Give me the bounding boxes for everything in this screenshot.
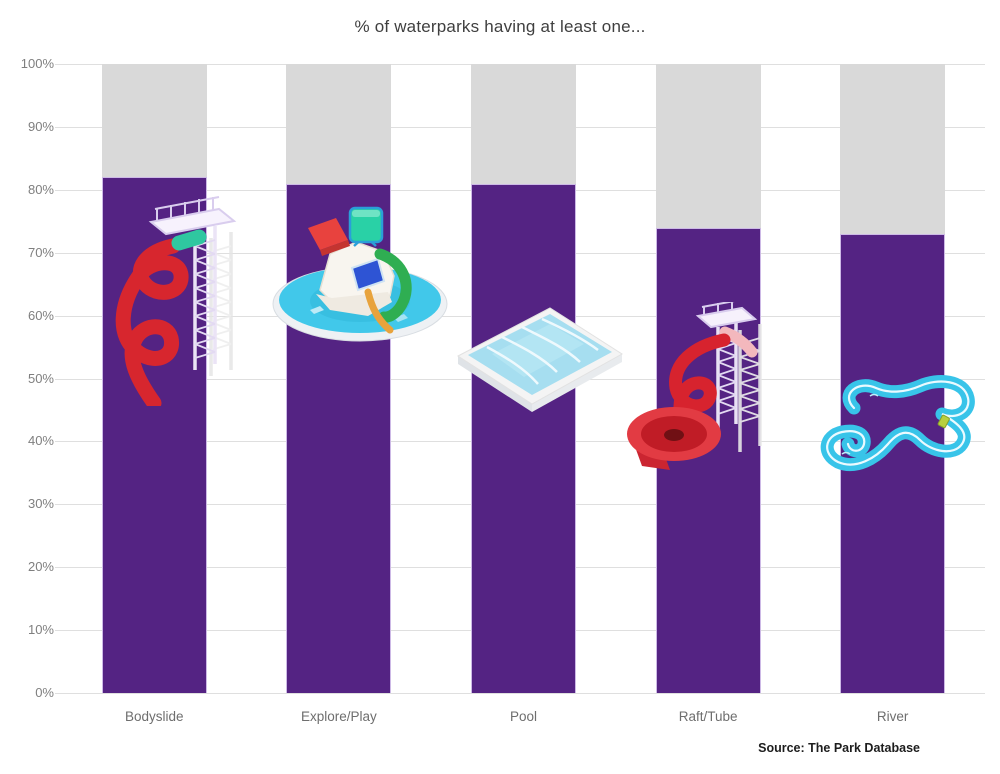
chart-title: % of waterparks having at least one... xyxy=(354,17,646,36)
pool-icon xyxy=(457,307,623,412)
bar-remainder-segment xyxy=(471,64,576,184)
x-axis-label: Explore/Play xyxy=(300,709,377,724)
x-axis-label: Pool xyxy=(509,709,537,724)
y-tick-label: 0% xyxy=(35,685,54,700)
y-tick-label: 10% xyxy=(27,622,54,638)
bodyslide-flume-start xyxy=(171,229,207,251)
raft-slide-flume xyxy=(669,333,731,427)
y-tick-label: 90% xyxy=(27,118,54,134)
plot-area xyxy=(55,64,985,694)
pool-waves xyxy=(486,317,599,385)
pool-edge-right xyxy=(532,354,622,412)
bar-remainder-segment xyxy=(840,64,946,234)
yellow-slide xyxy=(364,288,394,334)
raft-tube-icon xyxy=(627,302,762,470)
bodyslide-flume xyxy=(115,238,189,406)
y-tick-label: 70% xyxy=(27,244,54,260)
bar-value-segment xyxy=(471,183,576,693)
blue-panel xyxy=(350,257,386,292)
y-tick-label: 20% xyxy=(27,559,54,575)
y-tick-label: 30% xyxy=(27,496,54,512)
y-tick-label: 50% xyxy=(27,370,54,386)
x-axis-label: Bodyslide xyxy=(125,709,184,724)
slide-tower xyxy=(148,196,237,370)
bar-remainder-segment xyxy=(101,64,207,178)
gridline xyxy=(55,693,985,694)
raft-slide-upper xyxy=(719,326,758,358)
bar-remainder-segment xyxy=(655,64,761,228)
water-glint xyxy=(310,306,324,314)
y-tick-label: 40% xyxy=(27,433,54,449)
river-raft xyxy=(937,414,950,429)
red-canopy xyxy=(308,218,348,250)
tipping-bucket xyxy=(348,206,384,247)
source-label: Source: The Park Database xyxy=(758,741,920,755)
y-tick-label: 80% xyxy=(27,181,54,197)
bar-remainder-segment xyxy=(286,64,392,184)
green-slide xyxy=(374,248,412,323)
water-glint-2 xyxy=(394,314,408,322)
river-centerline xyxy=(826,380,970,466)
y-tick-label: 60% xyxy=(27,307,54,323)
river-ripples xyxy=(841,393,879,455)
x-axis-label: Raft/Tube xyxy=(678,709,738,724)
river-icon xyxy=(820,375,975,472)
y-tick-label: 100% xyxy=(20,56,54,71)
x-axis-label: River xyxy=(876,709,909,724)
pool-edge-left xyxy=(458,356,532,412)
explore-play-icon xyxy=(272,206,448,342)
raft-funnel xyxy=(627,407,721,470)
bodyslide-icon xyxy=(115,196,237,406)
red-canopy-edge xyxy=(320,240,350,256)
